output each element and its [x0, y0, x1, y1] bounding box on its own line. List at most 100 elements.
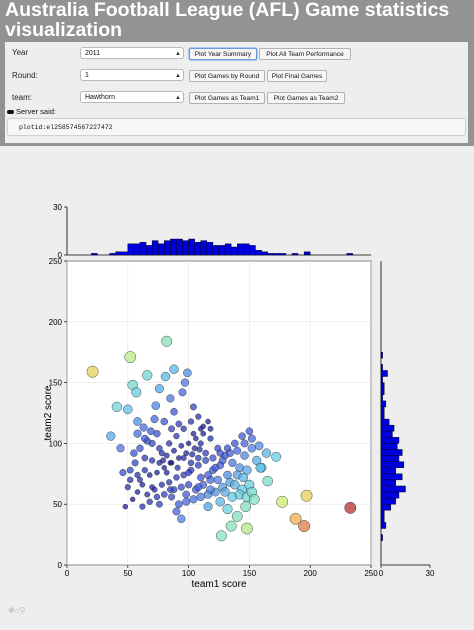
y-tick-label: 50: [53, 500, 62, 509]
team-select[interactable]: Hawthorn ▲︎: [80, 91, 184, 103]
scatter-point: [298, 520, 311, 532]
scatter-point: [238, 432, 246, 440]
updown-icon: ▲︎: [175, 73, 181, 79]
scatter-point: [245, 427, 254, 436]
right-hist-bar: [380, 461, 405, 468]
scatter-point: [203, 502, 213, 512]
plot-all-team-performance-button[interactable]: Plot All Team Performance: [259, 48, 351, 60]
top-hist-bar: [255, 249, 262, 256]
plot-games-as-team1-button[interactable]: Plot Games as Team1: [189, 92, 265, 104]
scatter-point: [149, 484, 155, 491]
scatter-point: [166, 440, 173, 447]
zoom-icon[interactable]: ⚲: [19, 606, 26, 615]
top-hist-bar: [261, 251, 268, 256]
scatter-point: [154, 469, 160, 476]
scatter-point: [134, 471, 141, 479]
scatter-point: [177, 483, 185, 491]
scatter-point: [134, 489, 141, 495]
y-tick-label: 100: [49, 439, 63, 448]
plot-final-games-button[interactable]: Plot Final Games: [267, 70, 327, 82]
scatter-point: [86, 365, 99, 378]
scatter-point: [131, 459, 139, 467]
move-icon[interactable]: ✥: [8, 606, 15, 615]
scatter-point: [111, 401, 122, 412]
top-hist-bar: [194, 241, 201, 256]
plot-games-by-round-button[interactable]: Plot Games by Round: [189, 70, 265, 82]
scatter-point: [176, 455, 182, 461]
scatter-point: [148, 439, 156, 447]
right-hist-bar: [380, 516, 385, 523]
scatter-point: [198, 426, 204, 432]
top-hist-bar: [279, 253, 287, 256]
scatter-point: [223, 470, 232, 480]
scatter-point: [220, 487, 230, 497]
right-hist-tick-label: 0: [379, 569, 384, 578]
scatter-point: [184, 481, 193, 489]
top-hist-tick-label: 0: [58, 251, 63, 260]
scatter-point: [206, 485, 215, 494]
scatter-point: [168, 425, 175, 433]
home-icon[interactable]: ⌂: [14, 606, 20, 615]
scatter-point: [166, 394, 175, 403]
top-hist-bar: [133, 243, 141, 256]
scatter-point: [106, 431, 116, 441]
round-select[interactable]: 1 ▲︎: [80, 69, 184, 81]
x-tick-label: 0: [65, 569, 70, 578]
scatter-point: [207, 435, 214, 442]
scatter-point: [216, 449, 224, 457]
scatter-point: [211, 463, 220, 472]
scatter-point: [136, 476, 143, 483]
year-label: Year: [12, 48, 29, 57]
x-tick-label: 150: [243, 569, 257, 578]
top-hist-bar: [164, 240, 171, 256]
server-said-text: Server said:: [16, 107, 57, 116]
scatter-point: [222, 504, 233, 515]
scatter-point: [190, 430, 197, 437]
scatter-point: [196, 492, 205, 502]
top-hist-bar: [109, 253, 116, 256]
team-label: team:: [12, 93, 33, 102]
top-hist-bar: [303, 251, 311, 256]
scatter-point: [173, 432, 180, 440]
scatter-point: [193, 435, 199, 442]
scatter-point: [194, 461, 202, 469]
year-select[interactable]: 2011 ▲︎: [80, 47, 184, 59]
top-hist-tick-label: 30: [53, 203, 62, 212]
scatter-point: [204, 471, 212, 479]
right-hist-bar: [380, 376, 383, 383]
scatter-point: [233, 446, 242, 455]
scatter-point: [195, 413, 202, 420]
top-hist-bar: [218, 245, 226, 256]
scatter-point: [183, 450, 190, 456]
right-hist-bar: [380, 412, 385, 420]
plot-year-summary-button[interactable]: Plot Year Summary: [189, 48, 257, 60]
scatter-point: [160, 417, 168, 426]
scatter-point: [122, 503, 129, 510]
controls-panel: Year 2011 ▲︎ Plot Year Summary Plot All …: [5, 42, 468, 143]
scatter-point: [141, 454, 149, 462]
right-hist-bar: [380, 491, 400, 499]
top-hist-bar: [249, 245, 256, 256]
scatter-point: [174, 464, 181, 471]
scatter-point: [240, 439, 249, 448]
right-hist-bar: [380, 437, 400, 444]
x-tick-label: 50: [123, 569, 132, 578]
top-hist-bar: [121, 251, 129, 256]
scatter-point: [189, 495, 198, 504]
x-tick-label: 200: [304, 569, 318, 578]
scatter-point: [177, 514, 186, 523]
scatter-point: [168, 493, 176, 501]
scatter-point: [160, 371, 171, 382]
scatter-point: [167, 486, 174, 493]
updown-icon: ▲︎: [175, 51, 181, 57]
top-hist-bar: [188, 238, 195, 256]
scatter-point: [136, 444, 144, 452]
scatter-point: [228, 458, 237, 467]
top-hist-bar: [212, 245, 220, 256]
scatter-point: [218, 456, 227, 465]
scatter-point: [205, 418, 211, 425]
scatter-point: [226, 449, 234, 457]
scatter-point: [202, 449, 209, 457]
plot-games-as-team2-button[interactable]: Plot Games as Team2: [267, 92, 345, 104]
scatter-point: [178, 388, 187, 397]
